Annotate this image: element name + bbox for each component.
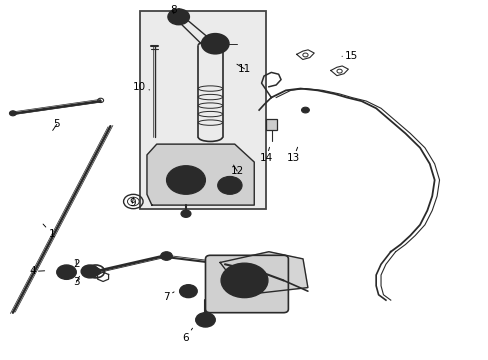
Text: 5: 5 xyxy=(53,120,60,130)
Circle shape xyxy=(175,172,196,188)
Text: 4: 4 xyxy=(29,266,44,276)
Text: 13: 13 xyxy=(286,147,299,163)
Text: 12: 12 xyxy=(230,165,244,176)
Circle shape xyxy=(91,268,101,275)
Text: 6: 6 xyxy=(183,328,192,343)
Text: 1: 1 xyxy=(43,224,55,239)
Text: 3: 3 xyxy=(73,276,80,287)
Circle shape xyxy=(195,313,215,327)
Circle shape xyxy=(160,252,172,260)
Text: 11: 11 xyxy=(236,64,251,74)
Circle shape xyxy=(166,166,205,194)
Circle shape xyxy=(185,289,190,293)
Circle shape xyxy=(237,275,251,285)
Text: 9: 9 xyxy=(129,198,135,208)
Polygon shape xyxy=(147,144,254,205)
Circle shape xyxy=(183,288,193,295)
Circle shape xyxy=(201,34,228,54)
Circle shape xyxy=(181,210,190,217)
Circle shape xyxy=(221,263,267,298)
Circle shape xyxy=(9,111,16,116)
Text: 14: 14 xyxy=(259,147,272,163)
Text: 10: 10 xyxy=(133,82,149,92)
Circle shape xyxy=(200,316,210,324)
Circle shape xyxy=(81,265,99,278)
Circle shape xyxy=(229,270,259,291)
Circle shape xyxy=(301,107,309,113)
Text: 2: 2 xyxy=(73,259,80,269)
Circle shape xyxy=(61,268,72,276)
Circle shape xyxy=(207,39,222,49)
Bar xyxy=(140,12,266,209)
Circle shape xyxy=(57,265,76,279)
Polygon shape xyxy=(220,252,307,295)
Text: 8: 8 xyxy=(170,5,177,15)
Circle shape xyxy=(217,176,242,194)
Text: 15: 15 xyxy=(341,51,358,61)
Bar xyxy=(266,119,277,130)
FancyBboxPatch shape xyxy=(205,255,288,313)
Text: 7: 7 xyxy=(163,292,174,302)
Circle shape xyxy=(179,285,197,298)
Circle shape xyxy=(63,270,69,274)
Circle shape xyxy=(167,9,189,25)
